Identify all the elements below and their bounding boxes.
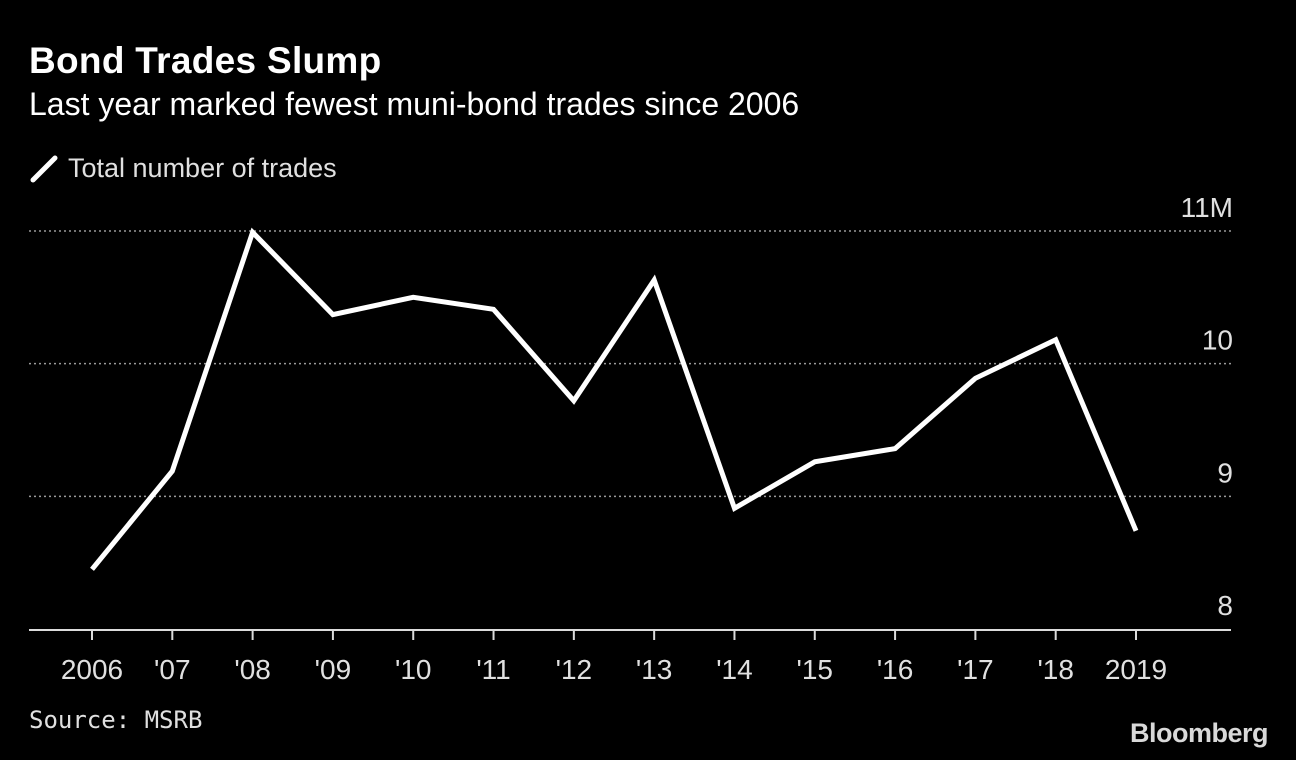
data-point-2011 (491, 307, 496, 312)
y-tick-label: 11M (1181, 192, 1233, 223)
x-tick-label: 2019 (1105, 654, 1167, 685)
data-point-2012 (571, 398, 576, 403)
data-point-2014 (732, 506, 737, 511)
bloomberg-logo: Bloomberg (1129, 718, 1269, 748)
x-tick-label: '08 (234, 654, 271, 685)
legend-label: Total number of trades (68, 152, 337, 183)
x-tick-label: '13 (636, 654, 673, 685)
x-tick-label: '17 (957, 654, 994, 685)
chart-subtitle: Last year marked fewest muni-bond trades… (29, 86, 800, 122)
data-point-2006 (90, 567, 95, 572)
data-point-2008 (250, 230, 255, 235)
x-tick-label: '12 (556, 654, 593, 685)
data-point-2009 (330, 312, 335, 317)
y-axis-labels: 8 9 10 11M (1181, 192, 1233, 621)
chart-title: Bond Trades Slump (29, 40, 382, 81)
data-point-2018 (1053, 337, 1058, 342)
x-axis-ticks: 2006 '07 '08 '09 '10 '11 '12 '13 '14 '15 '16 '17 '18… (61, 630, 1167, 685)
legend-line-icon (30, 155, 58, 183)
x-tick-label: '14 (716, 654, 753, 685)
x-tick-label: '11 (476, 654, 510, 685)
data-point-2007 (170, 469, 175, 474)
x-tick-label: '15 (797, 654, 834, 685)
x-tick-label: '16 (877, 654, 914, 685)
data-point-2019 (1134, 528, 1139, 533)
series-line-total-trades (90, 227, 1139, 571)
y-tick-label: 8 (1217, 590, 1233, 621)
x-tick-label: '09 (315, 654, 352, 685)
data-point-2013 (652, 278, 657, 283)
data-point-2017 (973, 376, 978, 381)
data-point-2015 (812, 459, 817, 464)
y-tick-label: 9 (1217, 457, 1233, 488)
data-point-2016 (893, 446, 898, 451)
y-tick-label: 10 (1202, 325, 1233, 356)
x-tick-label: '07 (154, 654, 191, 685)
legend: Total number of trades (29, 151, 337, 185)
gridlines (29, 230, 1231, 498)
x-tick-label: 2006 (61, 654, 123, 685)
x-tick-label: '10 (395, 654, 432, 685)
data-point-2010 (411, 295, 416, 300)
x-tick-label: '18 (1037, 654, 1074, 685)
source-note: Source: MSRB (29, 706, 203, 734)
series-points (90, 230, 1139, 572)
